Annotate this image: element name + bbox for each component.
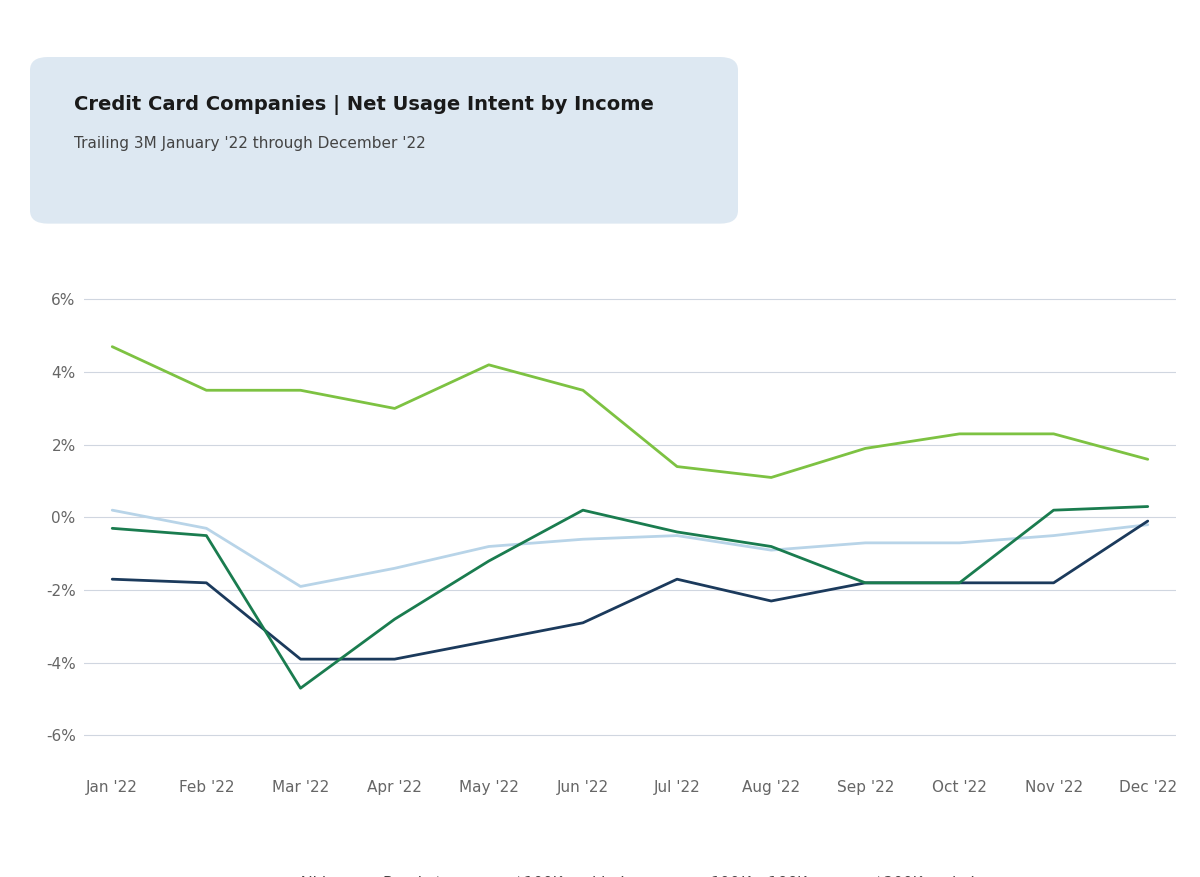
Legend: All Income Brackets, $100K and below, $100K - $199K, $200K and above: All Income Brackets, $100K and below, $1…: [246, 868, 1014, 877]
Text: Trailing 3M January '22 through December '22: Trailing 3M January '22 through December…: [74, 136, 426, 151]
Text: Credit Card Companies | Net Usage Intent by Income: Credit Card Companies | Net Usage Intent…: [74, 95, 654, 115]
